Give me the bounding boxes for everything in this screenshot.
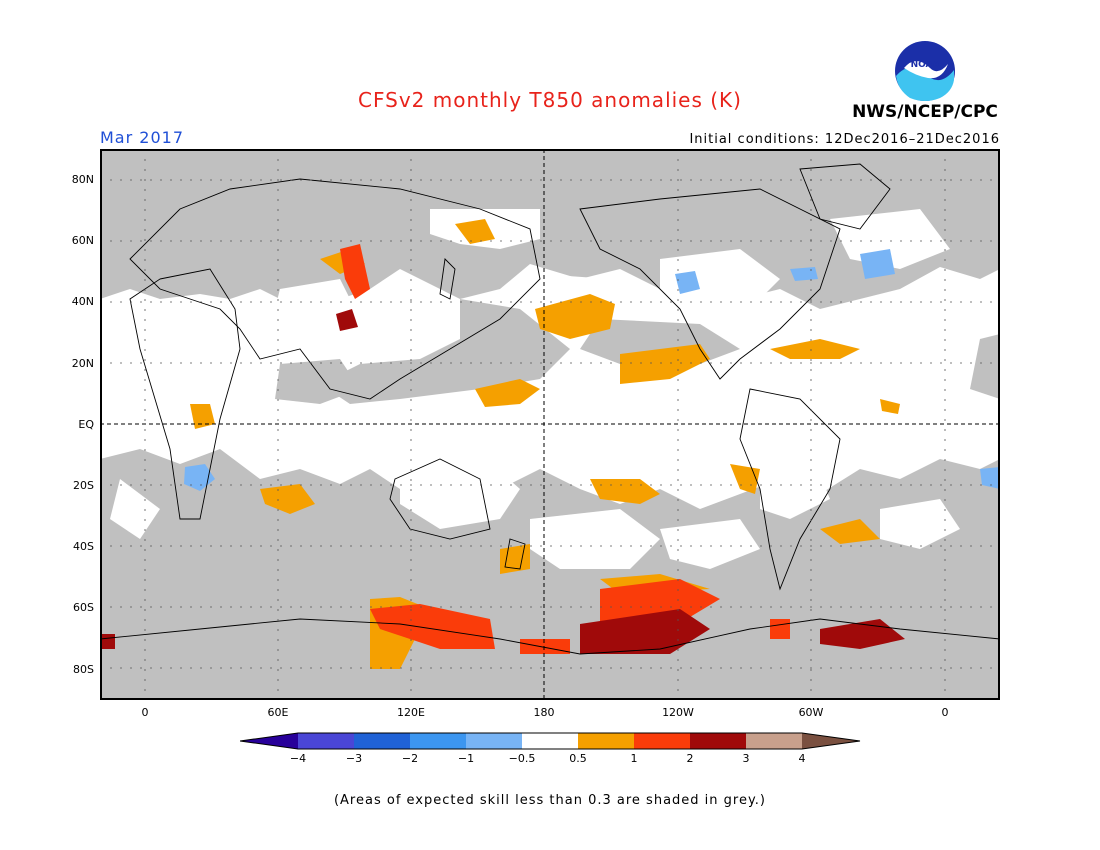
colorbar-label: 0.5 bbox=[569, 752, 587, 765]
colorbar-swatch bbox=[410, 733, 466, 749]
colorbar-arrow-high bbox=[802, 733, 860, 749]
colorbar-label: −3 bbox=[345, 752, 363, 765]
colorbar-label: 3 bbox=[742, 752, 750, 765]
colorbar-swatch bbox=[298, 733, 354, 749]
colorbar-swatch bbox=[578, 733, 634, 749]
lat-label: 60N bbox=[71, 234, 94, 247]
colorbar-label: 4 bbox=[798, 752, 806, 765]
equator-dateline bbox=[100, 149, 1000, 700]
lat-label: EQ bbox=[78, 418, 94, 431]
lat-label: 20N bbox=[71, 357, 94, 370]
colorbar-label: −0.5 bbox=[508, 752, 536, 765]
colorbar-swatch bbox=[466, 733, 522, 749]
lon-label: 0 bbox=[141, 706, 149, 719]
colorbar-swatch bbox=[746, 733, 802, 749]
lat-label: 20S bbox=[73, 479, 94, 492]
lat-label: 80N bbox=[71, 173, 94, 186]
noaa-logo: NOAA bbox=[895, 41, 955, 101]
colorbar-label: 1 bbox=[630, 752, 638, 765]
lon-label: 60E bbox=[267, 706, 289, 719]
graticule bbox=[100, 149, 1000, 700]
colorbar-arrow-low bbox=[240, 733, 298, 749]
colorbar-label: −1 bbox=[457, 752, 475, 765]
lon-label: 120E bbox=[397, 706, 425, 719]
lat-label: 40S bbox=[73, 540, 94, 553]
lon-label: 60W bbox=[798, 706, 824, 719]
map-frame bbox=[100, 149, 1000, 700]
colorbar-label: −2 bbox=[401, 752, 419, 765]
forecast-month: Mar 2017 bbox=[100, 128, 184, 147]
lat-label: 60S bbox=[73, 601, 94, 614]
lon-label: 180 bbox=[533, 706, 555, 719]
chart-title: CFSv2 monthly T850 anomalies (K) bbox=[358, 88, 742, 112]
agency-label: NWS/NCEP/CPC bbox=[852, 102, 998, 122]
lon-label: 120W bbox=[662, 706, 694, 719]
colorbar-label: −4 bbox=[289, 752, 307, 765]
logo-text: NOAA bbox=[911, 60, 940, 70]
colorbar-label: 2 bbox=[686, 752, 694, 765]
lon-label: 0 bbox=[941, 706, 949, 719]
initial-conditions: Initial conditions: 12Dec2016–21Dec2016 bbox=[689, 132, 1000, 147]
colorbar bbox=[240, 732, 861, 750]
footer-note: (Areas of expected skill less than 0.3 a… bbox=[333, 793, 767, 808]
colorbar-swatch bbox=[522, 733, 578, 749]
lat-label: 40N bbox=[71, 295, 94, 308]
colorbar-swatch bbox=[634, 733, 690, 749]
colorbar-swatch bbox=[690, 733, 746, 749]
anomaly-2-to-3 bbox=[100, 309, 905, 654]
colorbar-outline bbox=[240, 732, 861, 750]
anomaly-map bbox=[100, 149, 1000, 700]
lat-label: 80S bbox=[73, 663, 94, 676]
colorbar-swatch bbox=[354, 733, 410, 749]
